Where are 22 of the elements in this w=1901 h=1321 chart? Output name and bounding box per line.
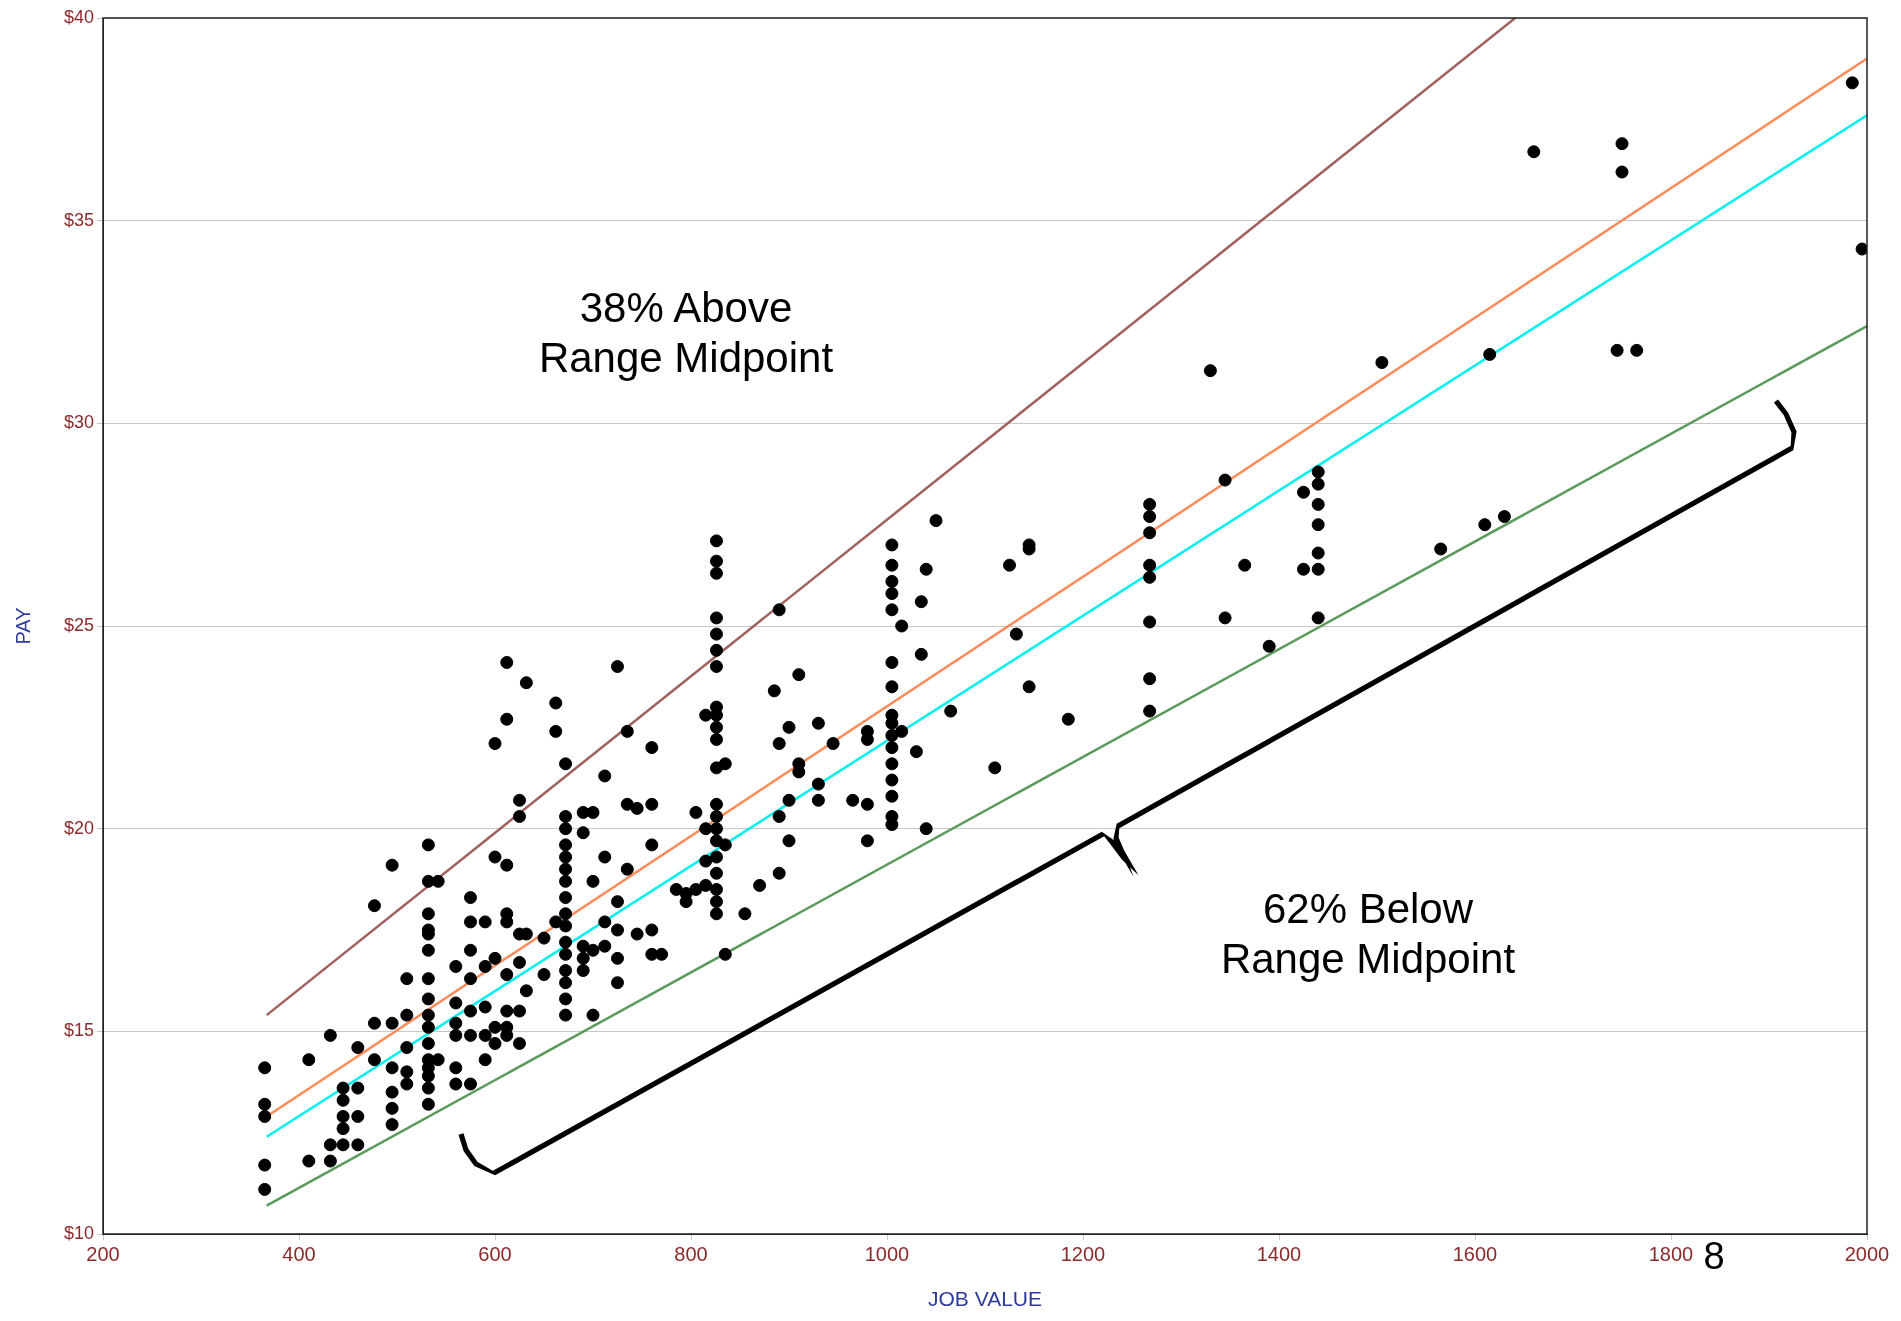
text: 8: [1703, 1234, 1725, 1280]
x-tick-label: 1200: [1060, 1242, 1106, 1265]
x-tick-label: 400: [282, 1242, 316, 1265]
x-tick-label: 1400: [1256, 1242, 1302, 1265]
annotation: 62% Below Range Midpoint: [1220, 883, 1516, 984]
y-tick-label: $40: [63, 6, 94, 27]
y-tick-label: $35: [63, 209, 94, 230]
x-tick-label: 800: [674, 1242, 708, 1265]
x-axis-title: JOB VALUE: [928, 1287, 1042, 1311]
y-tick-label: $15: [63, 1020, 94, 1041]
y-tick-label: $10: [63, 1222, 94, 1243]
x-tick-label: 1000: [864, 1242, 910, 1265]
y-tick-label: $20: [63, 817, 94, 838]
x-tick-label: 200: [86, 1242, 120, 1265]
x-tick-label: 1600: [1452, 1242, 1498, 1265]
y-axis-title: PAY: [11, 607, 34, 645]
x-tick-label: 600: [478, 1242, 512, 1265]
y-tick-label: $30: [63, 412, 94, 433]
y-tick-label: $25: [63, 614, 94, 635]
x-tick-label: 1800: [1648, 1242, 1694, 1265]
annotation: 38% Above Range Midpoint: [538, 282, 834, 383]
x-tick-label: 2000: [1844, 1242, 1890, 1265]
